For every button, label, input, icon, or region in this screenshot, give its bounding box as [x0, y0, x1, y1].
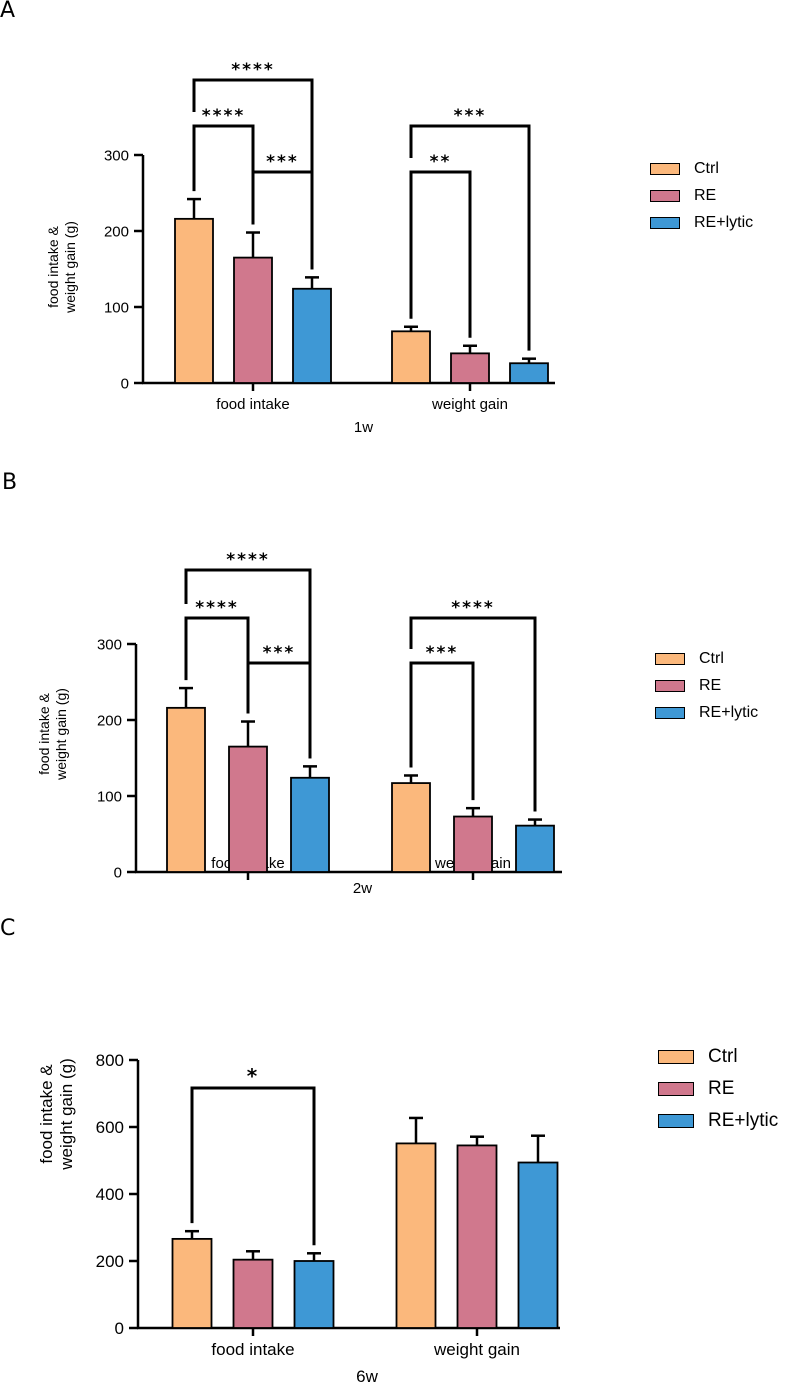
legend-label-ctrl: Ctrl	[699, 650, 724, 667]
legend-label-re: RE	[694, 187, 717, 204]
significance-label: ****	[226, 550, 270, 570]
y-tick-label: 300	[104, 147, 129, 164]
bar	[509, 362, 549, 384]
chart-panel-a: A food intake & weight gain (g) 0 100 200 3…	[0, 0, 787, 470]
bar	[517, 1161, 559, 1329]
legend-item-relytic: RE+lytic	[655, 704, 758, 722]
legend-b: Ctrl RE RE+lytic	[655, 650, 758, 731]
significance-label: *	[247, 1064, 259, 1088]
y-tick-label: 100	[104, 299, 129, 316]
y-tick-label: 400	[96, 1185, 124, 1204]
legend-swatch-relytic	[658, 1114, 694, 1128]
bar	[228, 745, 268, 873]
significance-bracket	[409, 170, 472, 338]
legend-label-ctrl: Ctrl	[708, 1046, 738, 1067]
y-tick-label: 300	[97, 636, 122, 653]
x-category-label: food intake	[211, 1340, 294, 1359]
legend-c: Ctrl RE RE+lytic	[658, 1046, 778, 1142]
bar	[293, 1260, 335, 1329]
significance-bracket	[409, 661, 475, 801]
chart-svg-c: 0 200 400 600 800 food intake weight gain 6w *	[96, 1051, 560, 1386]
legend-item-relytic: RE+lytic	[658, 1110, 778, 1132]
panel-label-a: A	[0, 0, 16, 23]
significance-bracket	[190, 1086, 316, 1246]
bar	[166, 706, 206, 873]
significance-label: ***	[266, 152, 299, 172]
legend-item-ctrl: Ctrl	[650, 160, 753, 178]
significance-bracket	[246, 661, 312, 759]
chart-panel-c: C food intake & weight gain (g) 0 200 400 6…	[0, 916, 787, 1388]
significance-label: ****	[195, 598, 239, 618]
y-tick-label: 200	[96, 1252, 124, 1271]
legend-item-re: RE	[658, 1078, 778, 1100]
legend-item-relytic: RE+lytic	[650, 214, 753, 232]
bar	[174, 217, 214, 384]
bar	[453, 815, 493, 873]
significance-bracket	[192, 124, 255, 225]
x-category-label: weight gain	[431, 396, 508, 413]
y-tick-label: 0	[121, 375, 129, 392]
legend-label-re: RE	[708, 1078, 735, 1099]
legend-label-relytic: RE+lytic	[708, 1110, 779, 1131]
significance-label: ***	[426, 643, 459, 663]
bar	[450, 352, 490, 384]
legend-swatch-re	[650, 190, 680, 202]
x-axis-title: 2w	[353, 880, 372, 897]
bar	[515, 824, 555, 873]
panel-label-b: B	[2, 470, 18, 495]
bar	[292, 287, 332, 384]
legend-label-relytic: RE+lytic	[694, 214, 754, 231]
y-tick-label: 0	[114, 864, 122, 881]
significance-label: **	[430, 152, 452, 172]
legend-item-ctrl: Ctrl	[658, 1046, 778, 1068]
y-tick-label: 800	[96, 1051, 124, 1070]
significance-bracket	[251, 170, 314, 270]
legend-label-relytic: RE+lytic	[699, 704, 759, 721]
legend-swatch-re	[658, 1082, 694, 1096]
y-tick-label: 100	[97, 788, 122, 805]
bar	[391, 782, 431, 873]
bar	[233, 256, 273, 384]
bar	[171, 1237, 213, 1329]
significance-bracket	[184, 616, 250, 714]
significance-label: ****	[231, 60, 275, 80]
legend-item-re: RE	[655, 677, 758, 695]
legend-item-ctrl: Ctrl	[655, 650, 758, 668]
legend-swatch-ctrl	[655, 653, 685, 665]
legend-a: Ctrl RE RE+lytic	[650, 160, 753, 241]
significance-label: ***	[263, 643, 296, 663]
bar	[395, 1142, 437, 1329]
panel-label-c: C	[0, 916, 16, 941]
bar	[391, 330, 431, 384]
bar	[456, 1144, 498, 1329]
significance-bracket	[409, 616, 537, 812]
legend-swatch-ctrl	[650, 163, 680, 175]
significance-label: ***	[454, 106, 487, 126]
significance-bracket	[184, 568, 312, 759]
legend-swatch-re	[655, 680, 685, 692]
legend-label-re: RE	[699, 677, 722, 694]
bar	[290, 776, 330, 873]
chart-panel-b: B food intake & weight gain (g) 0 100 200 3…	[0, 470, 787, 930]
legend-swatch-relytic	[655, 707, 685, 719]
legend-item-re: RE	[650, 187, 753, 205]
legend-swatch-relytic	[650, 217, 680, 229]
y-tick-label: 200	[104, 223, 129, 240]
significance-bracket	[409, 124, 531, 351]
x-axis-title: 6w	[356, 1367, 378, 1386]
significance-label: ****	[451, 598, 495, 618]
x-category-label: food intake	[216, 396, 289, 413]
legend-label-ctrl: Ctrl	[694, 160, 719, 177]
y-tick-label: 600	[96, 1118, 124, 1137]
x-axis-title: 1w	[354, 419, 373, 436]
y-tick-label: 0	[115, 1319, 124, 1338]
significance-bracket	[192, 78, 314, 270]
legend-swatch-ctrl	[658, 1050, 694, 1064]
significance-label: ****	[202, 106, 246, 126]
y-tick-label: 200	[97, 712, 122, 729]
x-category-label: weight gain	[433, 1340, 520, 1359]
bar	[232, 1258, 274, 1329]
